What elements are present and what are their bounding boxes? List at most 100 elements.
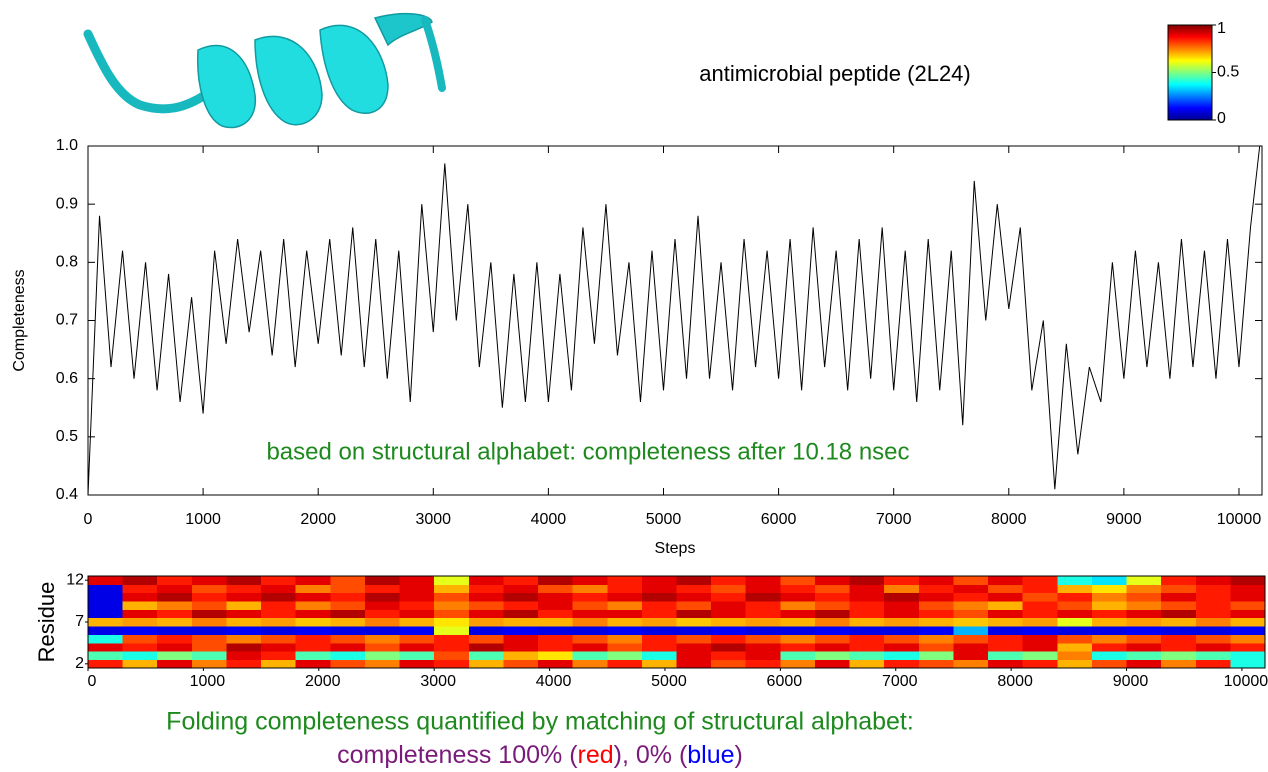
heat-cell bbox=[918, 617, 954, 627]
heat-cell bbox=[572, 584, 608, 594]
heat-cell bbox=[1057, 626, 1093, 635]
annotation: based on structural alphabet: completene… bbox=[266, 438, 909, 465]
heat-cell bbox=[330, 617, 366, 627]
heat-cell bbox=[1057, 601, 1093, 610]
heat-cell bbox=[330, 584, 366, 594]
heat-cell bbox=[918, 634, 954, 644]
heat-cell bbox=[641, 584, 677, 594]
heat-cell bbox=[745, 651, 781, 661]
heat-cell bbox=[330, 659, 366, 669]
heat-cell bbox=[1161, 592, 1197, 602]
heat-cell bbox=[261, 651, 297, 661]
heat-cell bbox=[711, 576, 747, 585]
heat-cell bbox=[88, 617, 124, 627]
heat-cell bbox=[1091, 592, 1127, 602]
heat-cell bbox=[814, 584, 850, 594]
heat-cell bbox=[503, 626, 539, 635]
heat-cell bbox=[122, 609, 158, 619]
heat-cell bbox=[1057, 592, 1093, 602]
heat-cell bbox=[814, 642, 850, 652]
heat-cell bbox=[330, 592, 366, 602]
heat-cell bbox=[538, 626, 574, 635]
heat-cell bbox=[226, 584, 262, 594]
heat-cell bbox=[676, 626, 712, 635]
heat-cell bbox=[1230, 617, 1266, 627]
heat-cell bbox=[295, 634, 331, 644]
heat-cell bbox=[468, 659, 504, 669]
heat-cell bbox=[988, 651, 1024, 661]
heat-cell bbox=[226, 659, 262, 669]
heat-cell bbox=[884, 626, 920, 635]
x-axis-label: Steps bbox=[655, 540, 696, 557]
heat-cell bbox=[261, 617, 297, 627]
heat-cell bbox=[157, 601, 193, 610]
heat-cell bbox=[364, 609, 400, 619]
heat-cell bbox=[191, 584, 227, 594]
heat-cell bbox=[918, 592, 954, 602]
heat-cell bbox=[1161, 634, 1197, 644]
heat-cell bbox=[1195, 576, 1231, 585]
heat-cell bbox=[157, 584, 193, 594]
heat-cell bbox=[780, 592, 816, 602]
heat-cell bbox=[1230, 576, 1266, 585]
heat-cell bbox=[295, 601, 331, 610]
heat-cell bbox=[607, 576, 643, 585]
heat-cell bbox=[364, 642, 400, 652]
heat-cell bbox=[1126, 651, 1162, 661]
colorbar-tick-label: 1 bbox=[1217, 20, 1226, 37]
heat-cell bbox=[468, 592, 504, 602]
heat-cell bbox=[572, 659, 608, 669]
heat-cell bbox=[1161, 626, 1197, 635]
heat-cell bbox=[157, 626, 193, 635]
heat-cell bbox=[88, 634, 124, 644]
heat-cell bbox=[434, 634, 470, 644]
heat-cell bbox=[918, 584, 954, 594]
heat-cell bbox=[503, 609, 539, 619]
y-tick-label: 1.0 bbox=[56, 137, 78, 154]
heat-cell bbox=[1091, 576, 1127, 585]
heat-cell bbox=[607, 617, 643, 627]
heat-cell bbox=[884, 617, 920, 627]
heat-cell bbox=[538, 601, 574, 610]
heat-cell bbox=[1161, 659, 1197, 669]
heat-cell bbox=[711, 601, 747, 610]
heat-cell bbox=[849, 609, 885, 619]
heat-cell bbox=[122, 626, 158, 635]
x-tick-label: 4000 bbox=[536, 673, 572, 690]
heat-cell bbox=[364, 576, 400, 585]
heat-cell bbox=[1057, 576, 1093, 585]
y-tick-label: 2 bbox=[75, 655, 84, 672]
heat-cell bbox=[918, 642, 954, 652]
x-tick-label: 4000 bbox=[531, 511, 567, 528]
heat-cell bbox=[953, 634, 989, 644]
heat-cell bbox=[849, 592, 885, 602]
heat-cell bbox=[814, 634, 850, 644]
heat-cell bbox=[191, 626, 227, 635]
heat-cell bbox=[711, 617, 747, 627]
heat-cell bbox=[503, 651, 539, 661]
heat-cell bbox=[884, 592, 920, 602]
heat-cell bbox=[918, 626, 954, 635]
heat-cell bbox=[88, 584, 124, 594]
heat-cell bbox=[918, 659, 954, 669]
heat-cell bbox=[676, 617, 712, 627]
heat-cell bbox=[261, 634, 297, 644]
heat-cell bbox=[191, 601, 227, 610]
heat-cell bbox=[1195, 584, 1231, 594]
heat-cell bbox=[780, 617, 816, 627]
heat-cell bbox=[607, 642, 643, 652]
heat-cell bbox=[884, 659, 920, 669]
heat-cell bbox=[1230, 634, 1266, 644]
heat-cell bbox=[191, 659, 227, 669]
heat-cell bbox=[330, 576, 366, 585]
x-tick-label: 2000 bbox=[305, 673, 341, 690]
heat-cell bbox=[1230, 601, 1266, 610]
heat-cell bbox=[364, 592, 400, 602]
heat-cell bbox=[399, 609, 435, 619]
heat-cell bbox=[849, 626, 885, 635]
heat-cell bbox=[88, 642, 124, 652]
heat-cell bbox=[1126, 659, 1162, 669]
heat-cell bbox=[884, 576, 920, 585]
heat-cell bbox=[261, 642, 297, 652]
heat-cell bbox=[676, 609, 712, 619]
